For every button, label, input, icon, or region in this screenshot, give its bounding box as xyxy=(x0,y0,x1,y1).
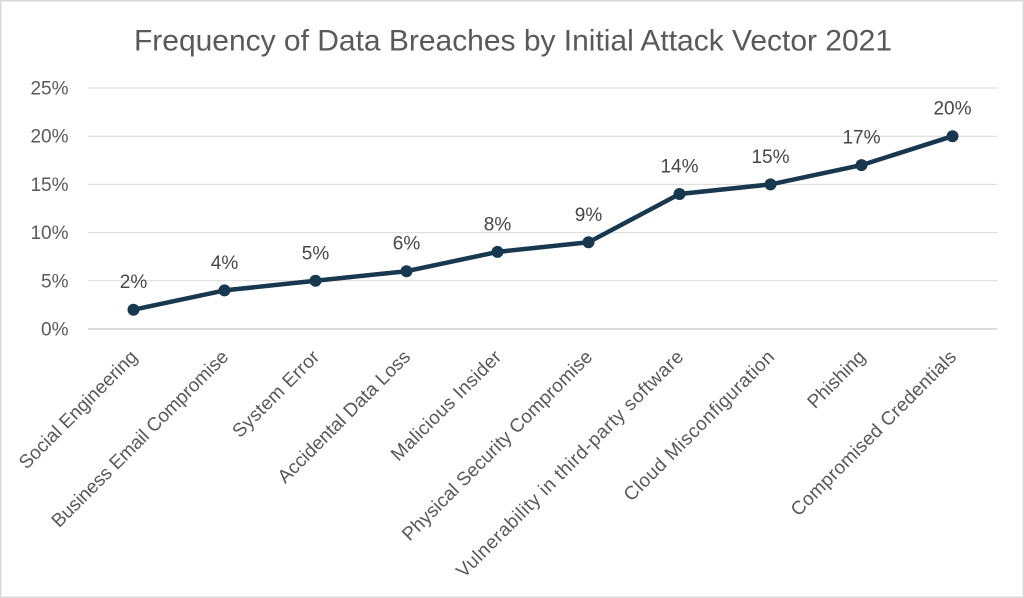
svg-text:15%: 15% xyxy=(751,147,789,168)
svg-text:20%: 20% xyxy=(933,99,971,120)
svg-text:14%: 14% xyxy=(660,157,698,178)
svg-text:17%: 17% xyxy=(842,128,880,149)
svg-text:8%: 8% xyxy=(484,214,512,235)
svg-text:9%: 9% xyxy=(575,205,603,226)
svg-text:5%: 5% xyxy=(41,271,69,292)
svg-text:10%: 10% xyxy=(30,223,68,244)
svg-text:15%: 15% xyxy=(30,175,68,196)
svg-text:20%: 20% xyxy=(30,127,68,148)
svg-text:6%: 6% xyxy=(393,234,421,255)
svg-text:5%: 5% xyxy=(302,243,330,264)
svg-text:0%: 0% xyxy=(41,320,69,341)
svg-text:2%: 2% xyxy=(120,272,148,293)
svg-text:25%: 25% xyxy=(30,79,68,100)
svg-text:4%: 4% xyxy=(211,253,239,274)
svg-text:Frequency of Data Breaches by: Frequency of Data Breaches by Initial At… xyxy=(134,25,892,58)
